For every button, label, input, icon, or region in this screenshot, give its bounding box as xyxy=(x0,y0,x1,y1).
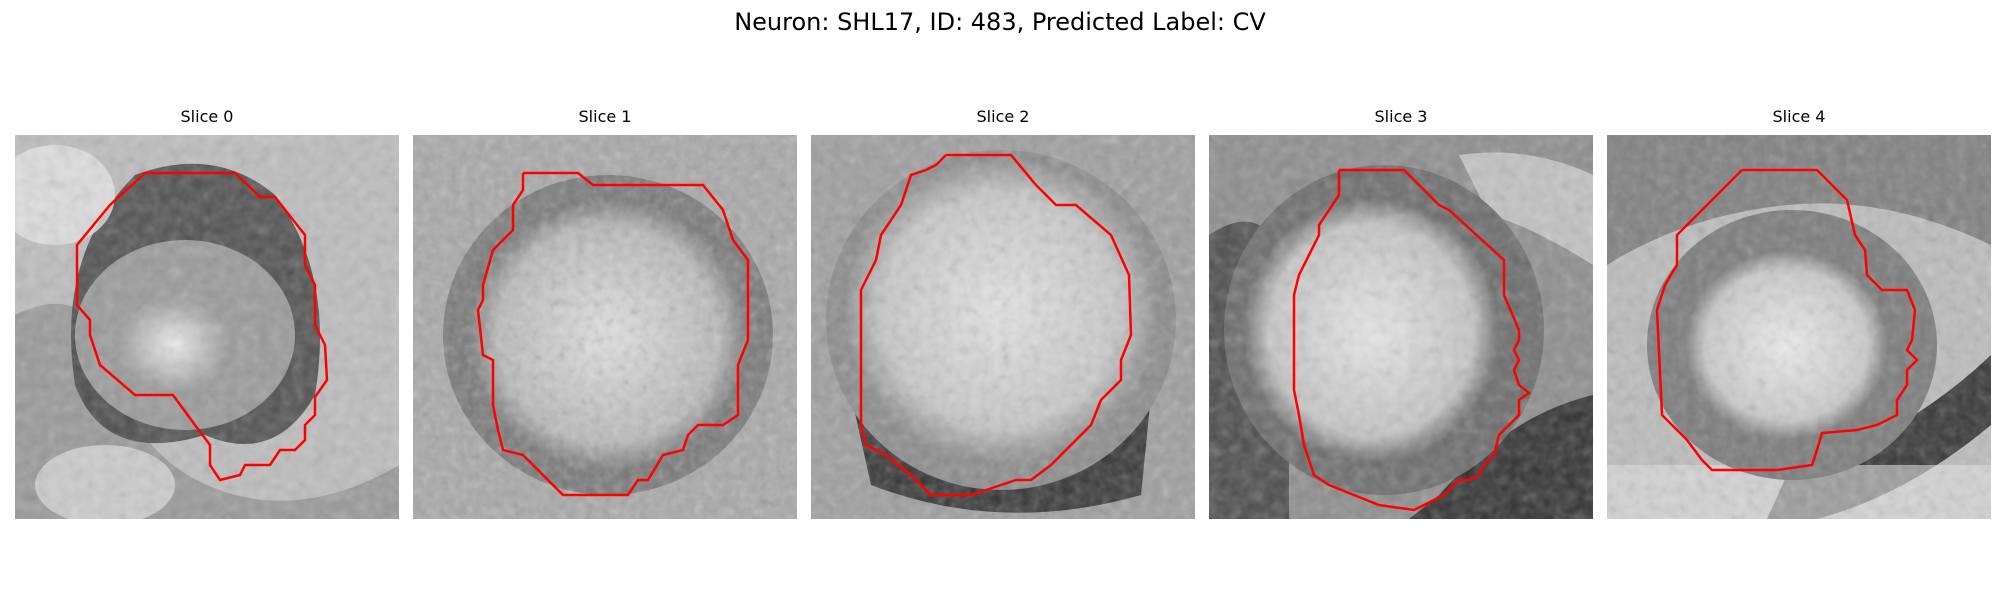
slice-panel-1: Slice 1 xyxy=(413,107,797,519)
slice-image-4 xyxy=(1607,135,1991,519)
slice-image-2 xyxy=(811,135,1195,519)
slice-title-0: Slice 0 xyxy=(180,107,234,126)
roi-outline-0 xyxy=(75,171,329,482)
slice-panel-3: Slice 3 xyxy=(1209,107,1593,519)
slice-panel-2: Slice 2 xyxy=(811,107,1195,519)
slice-panel-4: Slice 4 xyxy=(1607,107,1991,519)
slice-image-1 xyxy=(413,135,797,519)
slice-image-0 xyxy=(15,135,399,519)
roi-outline-4 xyxy=(1655,168,1919,472)
roi-outline-3 xyxy=(1292,168,1532,512)
roi-outline-1 xyxy=(476,171,750,497)
slice-image-3 xyxy=(1209,135,1593,519)
slice-panel-0: Slice 0 xyxy=(15,107,399,519)
slice-title-4: Slice 4 xyxy=(1772,107,1826,126)
slice-title-3: Slice 3 xyxy=(1374,107,1428,126)
figure-title: Neuron: SHL17, ID: 483, Predicted Label:… xyxy=(734,8,1266,36)
slice-title-1: Slice 1 xyxy=(578,107,632,126)
slice-title-2: Slice 2 xyxy=(976,107,1030,126)
roi-outline-2 xyxy=(859,153,1133,497)
